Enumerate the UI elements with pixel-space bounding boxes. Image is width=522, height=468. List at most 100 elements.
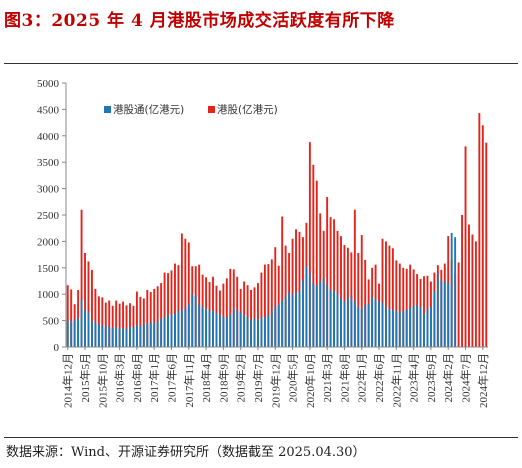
bar-hk	[146, 289, 149, 347]
bar-hk	[398, 263, 401, 347]
bar-connect	[163, 317, 166, 347]
bar-connect	[416, 304, 419, 347]
bar-connect	[277, 304, 280, 347]
bar-hk	[481, 125, 484, 348]
bar-hk	[457, 262, 460, 347]
bar-hk	[135, 291, 138, 347]
bar-connect	[274, 306, 277, 347]
bar-hk	[167, 273, 169, 347]
bottom-rule	[4, 437, 518, 438]
bar-connect	[118, 328, 121, 347]
y-tick-label: 5000	[37, 78, 60, 90]
bar-connect	[395, 311, 398, 347]
bar-connect	[125, 329, 128, 347]
bar-hk	[177, 265, 180, 347]
bar-hk	[108, 300, 111, 347]
bar-connect	[187, 304, 190, 347]
bar-connect	[80, 299, 83, 347]
y-tick-label: 3000	[37, 184, 60, 196]
bar-hk	[263, 264, 266, 347]
bar-hk	[184, 238, 187, 347]
bar-connect	[281, 301, 284, 347]
bar-connect	[419, 306, 422, 347]
bar-hk	[298, 231, 301, 347]
bar-connect	[135, 324, 138, 347]
bar-connect	[225, 317, 228, 347]
y-tick-label: 0	[54, 342, 60, 354]
x-tick-label: 2023年4月	[407, 353, 421, 403]
bar-connect	[177, 311, 180, 347]
bar-connect	[454, 237, 457, 347]
x-tick-label: 2018年4月	[199, 353, 213, 403]
bar-hk	[315, 180, 318, 347]
bar-connect	[378, 301, 380, 347]
bar-connect	[77, 318, 80, 347]
bar-hk	[395, 260, 398, 347]
bar-connect	[229, 314, 232, 347]
bar-connect	[312, 283, 315, 347]
bar-hk	[312, 164, 315, 347]
bar-hk	[267, 264, 270, 347]
bar-connect	[367, 303, 370, 347]
bar-hk	[409, 264, 412, 347]
bar-hk	[405, 268, 408, 347]
bar-connect	[66, 320, 69, 347]
x-tick-label: 2015年5月	[78, 353, 92, 403]
bar-connect	[433, 291, 436, 347]
y-tick-label: 1000	[37, 289, 60, 301]
x-tick-label: 2017年11月	[182, 353, 196, 408]
legend-label-connect: 港股通(亿港元)	[113, 103, 184, 116]
bar-connect	[319, 281, 322, 347]
legend-swatch-hk	[208, 106, 215, 113]
bar-connect	[333, 291, 336, 347]
bar-hk	[295, 229, 297, 347]
x-tick-label: 2017年1月	[147, 353, 161, 403]
bar-hk	[461, 215, 464, 347]
bar-hk	[122, 301, 125, 347]
bar-hk	[388, 245, 391, 347]
bar-connect	[139, 325, 142, 347]
bar-hk	[142, 298, 145, 347]
bar-connect	[343, 301, 346, 347]
bar-connect	[198, 303, 201, 347]
bar-hk	[125, 305, 128, 347]
x-tick-label: 2020年5月	[286, 353, 300, 403]
bar-connect	[329, 289, 332, 347]
bar-connect	[308, 273, 311, 347]
bar-connect	[111, 327, 114, 347]
bar-hk	[385, 241, 387, 347]
x-tick-label: 2014年12月	[61, 353, 75, 408]
y-tick-label: 1500	[37, 263, 60, 275]
bar-connect	[381, 302, 384, 347]
bar-connect	[236, 310, 239, 347]
bar-connect	[215, 313, 218, 347]
bar-hk	[346, 247, 349, 347]
bar-connect	[101, 325, 104, 347]
bar-connect	[170, 314, 173, 347]
bar-connect	[180, 310, 183, 347]
bar-connect	[326, 284, 329, 347]
top-rule	[4, 63, 518, 64]
bar-hk	[478, 113, 481, 347]
bar-hk	[90, 269, 93, 347]
bar-connect	[142, 324, 145, 347]
bar-connect	[201, 306, 204, 347]
bar-connect	[156, 321, 159, 347]
bar-hk	[180, 233, 183, 347]
bar-hk	[97, 296, 100, 347]
bar-connect	[208, 311, 211, 347]
legend-label-hk: 港股(亿港元)	[217, 103, 278, 116]
bar-connect	[409, 307, 412, 347]
bar-connect	[340, 298, 342, 347]
bar-connect	[218, 315, 221, 347]
bar-connect	[184, 307, 187, 347]
bar-hk	[225, 278, 228, 347]
bar-connect	[440, 280, 443, 347]
bar-connect	[443, 281, 446, 347]
bar-connect	[132, 327, 135, 347]
x-tick-label: 2017年6月	[165, 353, 179, 403]
bar-connect	[371, 297, 374, 347]
bar-connect	[450, 232, 453, 347]
bar-connect	[288, 291, 291, 347]
